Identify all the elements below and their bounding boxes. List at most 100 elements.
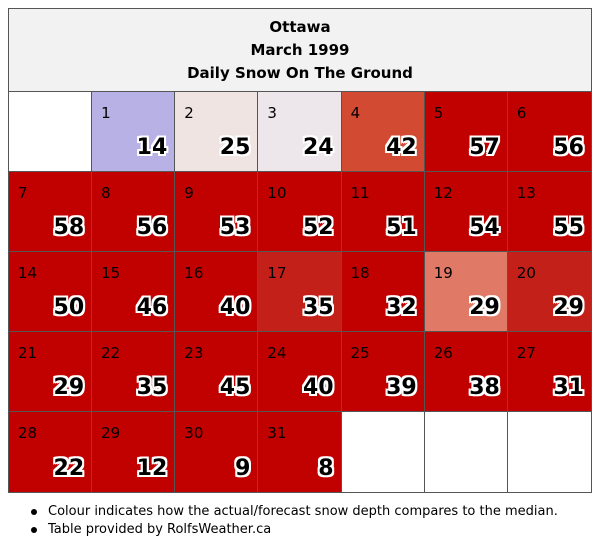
month-title: March 1999: [250, 40, 350, 59]
calendar-grid: 1 14 2 25 3 24 4 42 5 57 6 56 7 58 8 56 9 53 10 52 11 51 12 54 1…: [9, 92, 591, 492]
snow-depth-value: 54: [469, 215, 500, 240]
calendar-day-cell: 6 56: [507, 92, 591, 172]
calendar-day-cell: 31 8: [258, 412, 342, 492]
calendar-day-cell: 4 42: [341, 92, 425, 172]
snow-depth-value: 55: [553, 215, 584, 240]
day-number: 29: [101, 424, 121, 442]
day-number: 8: [101, 184, 111, 202]
snow-depth-value: 29: [469, 295, 500, 320]
calendar-day-cell: 3 24: [258, 92, 342, 172]
snow-depth-value: 12: [136, 456, 168, 481]
calendar-subtitle: Daily Snow On The Ground: [187, 63, 413, 82]
calendar-blank-cell: [9, 92, 93, 172]
day-number: 19: [433, 264, 453, 282]
snow-depth-value: 56: [136, 215, 168, 240]
day-number: 13: [516, 184, 536, 202]
calendar-day-cell: 10 52: [258, 172, 342, 252]
snow-depth-value: 45: [219, 375, 251, 400]
day-number: 11: [350, 184, 370, 202]
day-number: 10: [267, 184, 287, 202]
calendar-day-cell: 27 31: [507, 332, 591, 412]
calendar-day-cell: 26 38: [424, 332, 508, 412]
calendar-day-cell: 20 29: [507, 252, 591, 332]
day-number: 6: [516, 104, 527, 122]
snow-depth-value: 22: [53, 456, 85, 481]
calendar-day-cell: 15 46: [92, 252, 176, 332]
calendar-day-cell: 23 45: [175, 332, 259, 412]
snow-depth-value: 40: [219, 295, 251, 320]
note-credit: Table provided by RolfsWeather.ca: [28, 521, 558, 539]
snow-depth-value: 46: [136, 295, 168, 320]
day-number: 1: [101, 104, 111, 122]
snow-depth-value: 40: [302, 375, 334, 400]
day-number: 26: [433, 344, 453, 362]
snow-depth-value: 35: [136, 375, 168, 400]
day-number: 21: [18, 344, 38, 362]
day-number: 15: [101, 264, 121, 282]
day-number: 30: [184, 424, 204, 442]
snow-depth-value: 29: [53, 375, 85, 400]
calendar-day-cell: 11 51: [341, 172, 425, 252]
calendar-day-cell: 8 56: [92, 172, 176, 252]
snow-depth-value: 29: [553, 295, 584, 320]
calendar-day-cell: 19 29: [424, 252, 508, 332]
calendar-day-cell: 5 57: [424, 92, 508, 172]
day-number: 28: [18, 424, 38, 442]
day-number: 12: [433, 184, 453, 202]
calendar-day-cell: 18 32: [341, 252, 425, 332]
calendar-day-cell: 28 22: [9, 412, 93, 492]
day-number: 23: [184, 344, 204, 362]
snow-depth-value: 39: [386, 375, 417, 400]
snow-depth-value: 56: [553, 135, 584, 160]
snow-depth-value: 58: [53, 215, 85, 240]
snow-depth-value: 9: [235, 456, 251, 481]
day-number: 2: [184, 104, 194, 122]
calendar-blank-cell: [425, 412, 508, 492]
day-number: 17: [267, 264, 287, 282]
day-number: 20: [516, 264, 536, 282]
calendar-day-cell: 16 40: [175, 252, 259, 332]
calendar-day-cell: 1 14: [92, 92, 176, 172]
day-number: 18: [350, 264, 370, 282]
calendar-day-cell: 12 54: [424, 172, 508, 252]
snow-depth-value: 25: [219, 135, 251, 160]
day-number: 25: [350, 344, 370, 362]
snow-depth-value: 51: [386, 215, 417, 240]
notes-list: Colour indicates how the actual/forecast…: [28, 503, 558, 539]
snow-depth-value: 35: [302, 295, 334, 320]
snow-depth-value: 31: [553, 375, 584, 400]
calendar-day-cell: 9 53: [175, 172, 259, 252]
snow-depth-value: 50: [53, 295, 85, 320]
snow-depth-value: 42: [386, 135, 417, 160]
day-number: 31: [267, 424, 287, 442]
calendar-day-cell: 21 29: [9, 332, 93, 412]
day-number: 9: [184, 184, 194, 202]
calendar-day-cell: 24 40: [258, 332, 342, 412]
day-number: 22: [101, 344, 121, 362]
calendar-day-cell: 7 58: [9, 172, 93, 252]
snow-depth-value: 32: [386, 295, 417, 320]
day-number: 16: [184, 264, 204, 282]
day-number: 24: [267, 344, 287, 362]
day-number: 3: [267, 104, 277, 122]
calendar-day-cell: 25 39: [341, 332, 425, 412]
calendar-blank-cell: [508, 412, 591, 492]
calendar-header: Ottawa March 1999 Daily Snow On The Grou…: [9, 9, 591, 92]
city-title: Ottawa: [269, 17, 331, 36]
snow-depth-value: 38: [469, 375, 500, 400]
calendar-day-cell: 14 50: [9, 252, 93, 332]
day-number: 14: [18, 264, 38, 282]
snow-calendar: Ottawa March 1999 Daily Snow On The Grou…: [8, 8, 592, 493]
calendar-day-cell: 17 35: [258, 252, 342, 332]
day-number: 4: [350, 104, 361, 122]
snow-depth-value: 53: [219, 215, 251, 240]
calendar-day-cell: 22 35: [92, 332, 176, 412]
snow-depth-value: 24: [302, 135, 334, 160]
snow-depth-value: 57: [469, 135, 500, 160]
day-number: 27: [516, 344, 536, 362]
calendar-day-cell: 30 9: [175, 412, 259, 492]
calendar-blank-cell: [342, 412, 425, 492]
calendar-day-cell: 2 25: [175, 92, 259, 172]
calendar-day-cell: 13 55: [507, 172, 591, 252]
calendar-day-cell: 29 12: [92, 412, 176, 492]
